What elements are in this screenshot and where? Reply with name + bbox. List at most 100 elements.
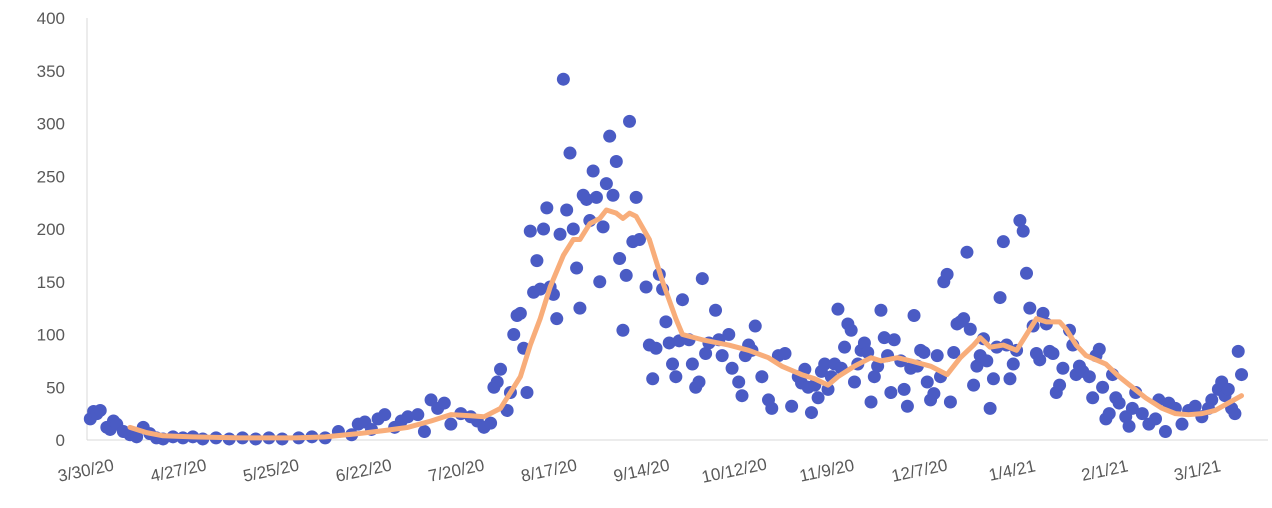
y-tick-label: 300 [37,115,65,134]
data-point [887,333,901,347]
data-point [1036,306,1050,320]
data-point [1056,361,1070,375]
data-point [494,362,508,376]
data-point [699,346,713,360]
data-point [1006,357,1020,371]
data-point [838,340,852,354]
moving-average-line [127,207,1245,441]
data-point [444,417,458,431]
data-point [666,357,680,371]
data-point [1205,393,1219,407]
data-point [593,275,607,289]
data-point [957,312,971,326]
x-tick-label: 3/30/20 [56,455,115,485]
data-point [867,370,881,384]
x-tick-label: 9/14/20 [612,455,671,485]
data-point [1125,401,1139,415]
data-point [659,315,673,329]
data-point [1235,368,1249,382]
y-tick-label: 0 [56,431,65,450]
data-point [1020,266,1034,280]
y-axis-labels: 0 50 100 150 200 250 300 350 400 [37,9,65,450]
data-point [993,291,1007,305]
y-tick-label: 250 [37,167,65,186]
data-point [986,372,1000,386]
data-point [874,303,888,317]
data-point [996,235,1010,249]
data-point [616,323,630,337]
data-point [550,312,564,326]
x-tick-label: 5/25/20 [241,455,300,485]
data-point [897,382,911,396]
data-point [632,233,646,247]
data-point [963,322,977,336]
data-point [675,293,689,307]
x-tick-label: 8/17/20 [519,455,578,485]
data-point [417,425,431,439]
data-point [715,349,729,363]
x-tick-label: 11/9/20 [798,456,856,486]
data-point [811,391,825,405]
x-tick-label: 12/7/20 [890,455,949,485]
y-tick-label: 150 [37,273,65,292]
data-point [93,403,107,417]
data-point [609,154,623,168]
data-point [930,349,944,363]
data-point [943,395,957,409]
data-point [540,201,554,215]
x-axis-labels: 3/30/20 4/27/20 5/25/20 6/22/20 7/20/20 8/17/… [56,454,1222,486]
data-point [130,430,144,444]
data-point [520,386,534,400]
data-point [709,303,723,317]
data-point [970,359,984,373]
x-tick-label: 7/20/20 [427,455,486,485]
data-point [847,375,861,389]
data-point [629,190,643,204]
data-point [556,72,570,86]
data-point [1016,224,1030,238]
data-point [437,396,451,410]
data-point [947,345,961,359]
data-point [1086,391,1100,405]
data-point [1013,214,1027,228]
data-point [623,114,637,128]
data-point [695,272,709,286]
data-point [884,386,898,400]
data-point [1135,407,1149,421]
data-point [920,375,934,389]
x-tick-label: 4/27/20 [149,455,208,485]
data-point [563,146,577,160]
data-point [1231,344,1245,358]
data-point [685,357,699,371]
data-point [1096,380,1110,394]
data-point [580,192,594,206]
data-point [877,331,891,345]
data-point [1102,407,1116,421]
data-point [411,408,425,422]
data-point [927,387,941,401]
data-point [1221,382,1235,396]
data-point [573,301,587,315]
data-point [940,267,954,281]
data-point [672,334,686,348]
data-point [864,395,878,409]
data-point [900,399,914,413]
data-point [513,306,527,320]
data-point [1112,396,1126,410]
data-point [553,227,567,241]
data-point [1228,407,1242,421]
data-point [1122,419,1136,433]
x-tick-label: 2/1/21 [1080,456,1130,484]
data-point [570,261,584,275]
data-point [560,203,574,217]
y-tick-label: 50 [46,378,65,397]
data-point [818,357,832,371]
data-point [907,309,921,323]
data-point [748,319,762,333]
scatter-series [83,72,1249,446]
data-point [401,410,415,424]
data-point [603,129,617,143]
data-point [732,375,746,389]
data-point [490,375,504,389]
data-point [1003,372,1017,386]
